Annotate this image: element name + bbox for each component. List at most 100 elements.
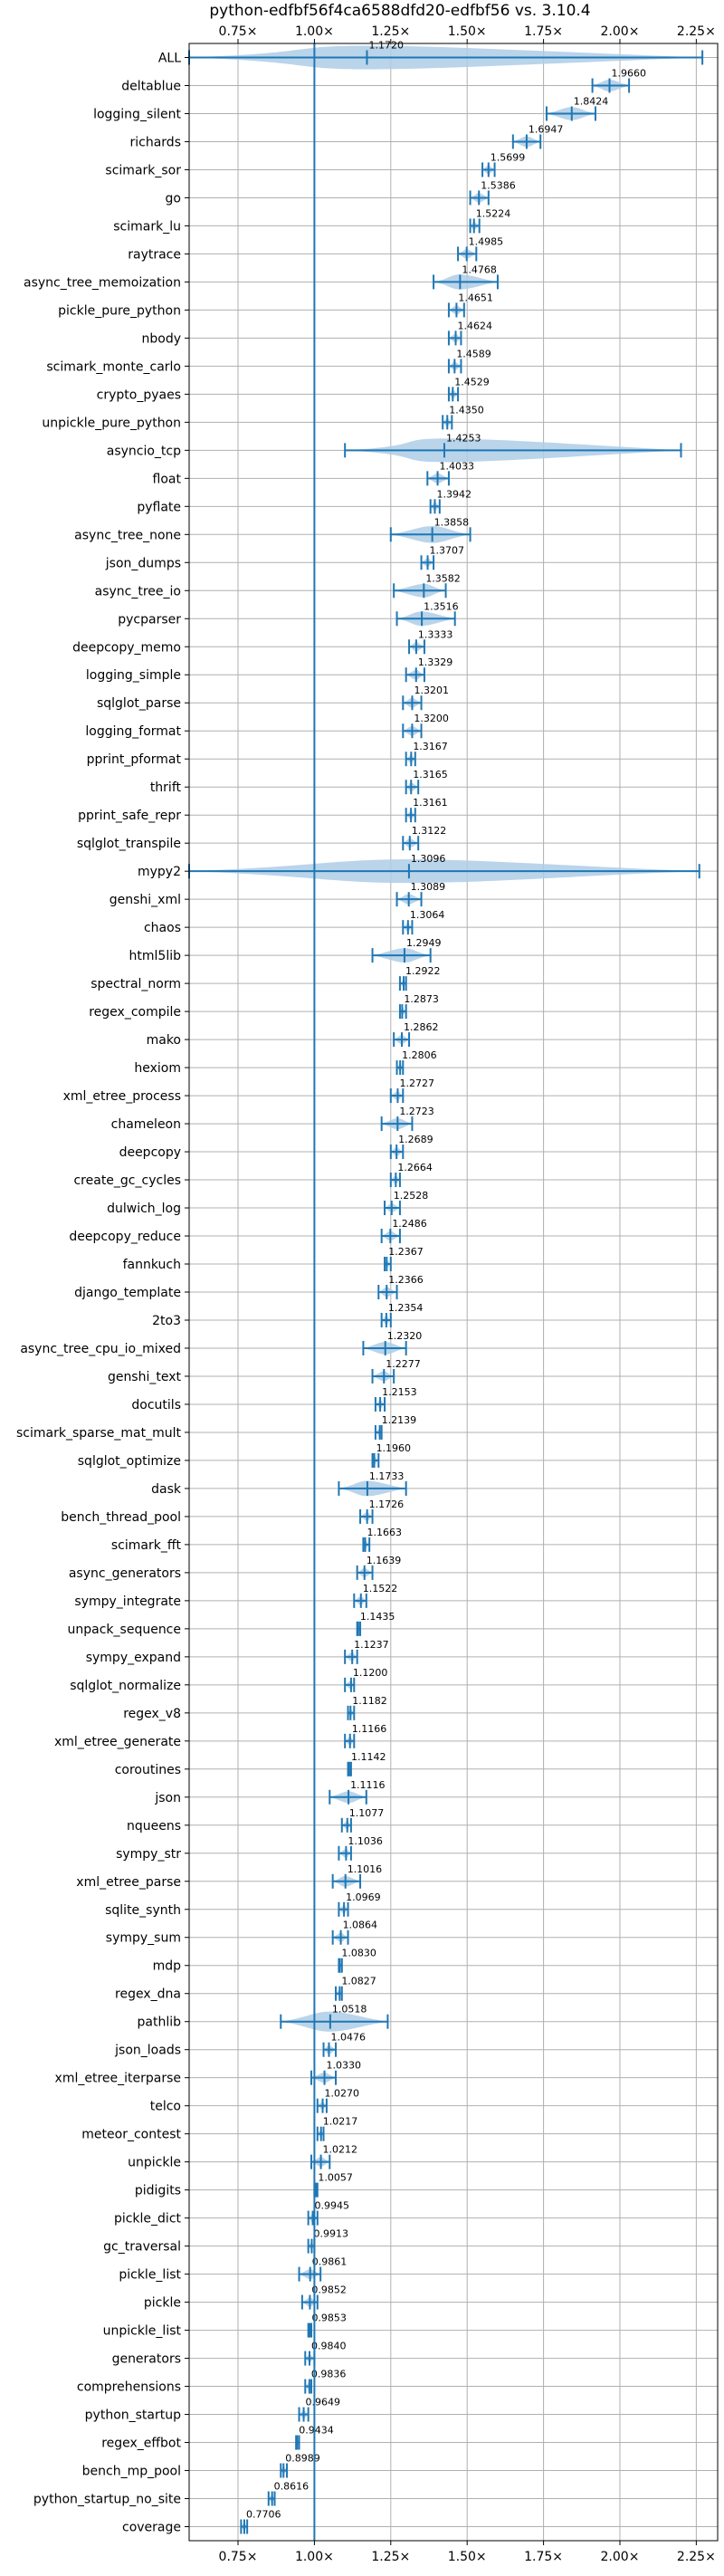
benchmark-label: go xyxy=(166,191,181,206)
benchmark-label: unpickle_list xyxy=(103,2324,182,2339)
benchmark-label: python_startup xyxy=(85,2408,181,2423)
benchmark-label: scimark_lu xyxy=(113,219,181,234)
benchmark-label: sympy_sum xyxy=(106,1931,181,1946)
mean-value-label: 1.1237 xyxy=(354,1639,389,1651)
mean-value-label: 1.1182 xyxy=(352,1695,387,1707)
benchmark-label: mako xyxy=(147,1033,181,1048)
benchmark-label: sympy_integrate xyxy=(74,1594,181,1609)
benchmark-label: json_dumps xyxy=(105,556,181,570)
mean-value-label: 1.4985 xyxy=(469,235,504,247)
benchmark-label: unpickle xyxy=(128,2156,181,2170)
mean-value-label: 1.4529 xyxy=(454,376,490,388)
benchmark-label: create_gc_cycles xyxy=(73,1173,181,1188)
benchmark-label: deepcopy_reduce xyxy=(69,1230,181,1244)
benchmark-label: deepcopy_memo xyxy=(72,640,181,655)
benchmark-label: dulwich_log xyxy=(107,1202,181,1216)
benchmark-label: asyncio_tcp xyxy=(107,444,181,458)
benchmark-label: bench_thread_pool xyxy=(61,1510,181,1525)
benchmark-label: python_startup_no_site xyxy=(33,2493,181,2507)
mean-value-label: 1.1036 xyxy=(348,1835,383,1847)
mean-value-label: 0.8989 xyxy=(285,2453,320,2465)
benchmark-label: async_tree_cpu_io_mixed xyxy=(20,1342,181,1356)
benchmark-label: coverage xyxy=(122,2521,181,2535)
benchmark-label: pickle_list xyxy=(119,2268,181,2283)
mean-value-label: 1.5224 xyxy=(476,207,511,219)
mean-value-label: 1.1166 xyxy=(352,1723,387,1735)
benchmark-label: scimark_sparse_mat_mult xyxy=(16,1426,181,1441)
x-tick-label-top: 2.25× xyxy=(677,24,716,39)
mean-value-label: 1.1142 xyxy=(351,1751,386,1763)
x-tick-label-top: 1.50× xyxy=(448,24,487,39)
benchmark-label: pprint_pformat xyxy=(87,752,182,767)
benchmark-label: logging_silent xyxy=(93,107,181,121)
x-tick-label-bottom: 2.00× xyxy=(601,2550,640,2564)
benchmark-label: scimark_monte_carlo xyxy=(46,359,181,374)
mean-value-label: 0.9913 xyxy=(313,2228,348,2240)
mean-value-label: 1.2723 xyxy=(399,1106,434,1117)
mean-value-label: 1.3064 xyxy=(410,909,445,921)
benchmark-label: unpack_sequence xyxy=(68,1623,181,1637)
mean-value-label: 1.3201 xyxy=(414,685,449,696)
x-tick-label-bottom: 2.25× xyxy=(677,2550,716,2564)
benchmark-label: pickle xyxy=(144,2296,181,2311)
benchmark-label: regex_effbot xyxy=(101,2437,181,2451)
benchmark-label: genshi_xml xyxy=(110,893,181,907)
benchmark-label: gc_traversal xyxy=(103,2240,181,2255)
mean-value-label: 1.4033 xyxy=(440,460,474,472)
mean-value-label: 0.9840 xyxy=(311,2341,347,2352)
mean-value-label: 1.4253 xyxy=(446,432,481,444)
mean-value-label: 1.2689 xyxy=(398,1134,433,1145)
benchmark-label: logging_format xyxy=(85,724,181,739)
mean-value-label: 1.1522 xyxy=(363,1583,398,1594)
benchmark-label: scimark_sor xyxy=(105,163,181,177)
benchmark-label: sqlglot_parse xyxy=(97,696,181,711)
x-tick-label-top: 1.25× xyxy=(371,24,410,39)
x-tick-label-top: 1.00× xyxy=(295,24,334,39)
mean-value-label: 1.3089 xyxy=(411,881,446,893)
grid-layer xyxy=(189,43,718,2541)
mean-value-label: 1.1663 xyxy=(367,1527,403,1538)
benchmark-label: deltablue xyxy=(121,79,181,93)
mean-value-label: 1.2139 xyxy=(382,1414,417,1426)
mean-value-label: 1.2320 xyxy=(387,1330,423,1342)
mean-value-label: 1.2664 xyxy=(397,1162,433,1173)
mean-value-label: 1.2153 xyxy=(382,1386,417,1398)
mean-value-label: 1.2367 xyxy=(388,1246,424,1258)
mean-value-label: 0.9861 xyxy=(312,2256,348,2268)
benchmark-label: pickle_dict xyxy=(114,2212,182,2226)
mean-value-label: 1.0864 xyxy=(343,1920,378,1931)
benchmark-label: meteor_contest xyxy=(81,2128,181,2142)
benchmark-label: mypy2 xyxy=(138,865,181,879)
mean-value-label: 1.4651 xyxy=(458,292,493,303)
benchmark-label: nbody xyxy=(142,331,182,346)
benchmark-label: crypto_pyaes xyxy=(97,388,181,402)
chart-title: python-edfbf56f4ca6588dfd20-edfbf56 vs. … xyxy=(209,2,590,20)
mean-value-label: 1.2354 xyxy=(388,1302,424,1314)
mean-value-label: 1.0827 xyxy=(341,1976,376,1987)
mean-value-label: 0.8616 xyxy=(274,2481,310,2493)
x-tick-label-bottom: 0.75× xyxy=(219,2550,258,2564)
mean-value-label: 1.3582 xyxy=(425,572,461,584)
x-tick-label-bottom: 1.75× xyxy=(524,2550,563,2564)
benchmark-label: regex_compile xyxy=(89,1005,181,1020)
x-tick-label-top: 0.75× xyxy=(219,24,258,39)
mean-value-label: 1.3333 xyxy=(418,628,453,640)
benchmark-label: regex_v8 xyxy=(123,1707,181,1721)
mean-value-label: 1.3858 xyxy=(434,516,470,528)
mean-value-label: 1.3096 xyxy=(411,853,446,865)
mean-value-label: 0.7706 xyxy=(246,2509,281,2521)
mean-value-label: 1.2727 xyxy=(399,1077,434,1089)
benchmark-label: richards xyxy=(130,135,182,149)
mean-value-label: 1.2366 xyxy=(388,1274,424,1286)
mean-value-label: 0.9853 xyxy=(311,2313,347,2324)
benchmark-label: mdp xyxy=(153,1959,182,1974)
mean-value-label: 0.9836 xyxy=(311,2369,347,2380)
benchmark-label: comprehensions xyxy=(77,2380,181,2395)
benchmark-label: scimark_fft xyxy=(111,1538,182,1553)
benchmark-label: fannkuch xyxy=(123,1258,181,1272)
mean-value-label: 1.6947 xyxy=(529,123,564,135)
benchmark-label: regex_dna xyxy=(115,1987,181,2002)
mean-value-label: 1.0270 xyxy=(325,2088,360,2100)
benchmark-label: pprint_safe_repr xyxy=(78,809,181,823)
